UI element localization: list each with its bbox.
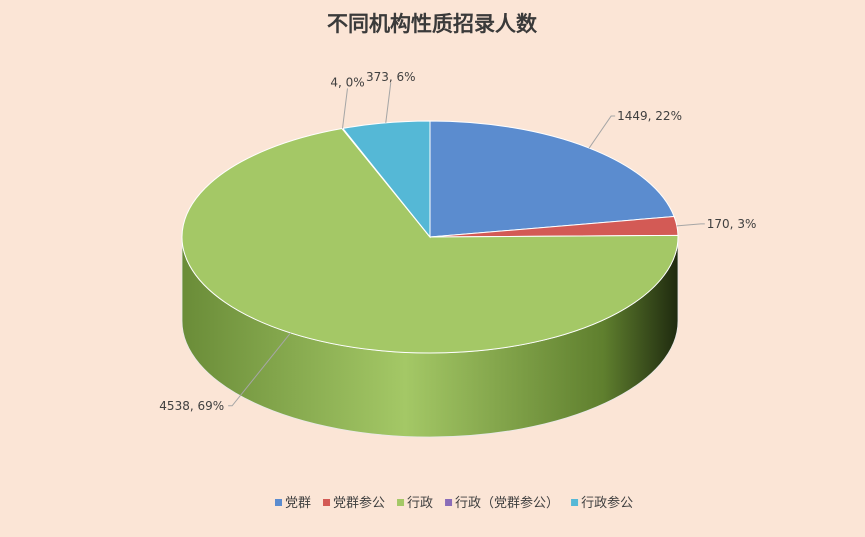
data-label: 170, 3% [707, 217, 757, 231]
label-leader-lines [228, 82, 705, 407]
leader-line [385, 82, 392, 123]
leader-line [676, 223, 705, 227]
legend: 党群 党群参公 行政 行政（党群参公） 行政参公 [275, 495, 633, 511]
data-label: 1449, 22% [617, 109, 682, 123]
pie-slice-行政参公 [342, 120, 431, 239]
legend-label: 行政参公 [581, 495, 633, 511]
pie-slice-行政 [181, 127, 679, 354]
legend-label: 党群 [285, 496, 311, 511]
legend-swatch [323, 499, 331, 506]
legend-swatch [275, 499, 282, 506]
data-label: 373, 6% [366, 70, 416, 84]
legend-swatch [445, 499, 453, 506]
leader-line [341, 88, 348, 129]
legend-swatch [571, 499, 579, 506]
legend-swatch [397, 499, 405, 506]
legend-label: 行政 [407, 496, 433, 511]
legend-label: 行政（党群参公） [455, 495, 559, 511]
pie-slice-党群 [429, 120, 675, 238]
pie-top-face [181, 120, 679, 354]
data-labels: 1449, 22% 170, 3% 4538, 69% 4, 0% 373, 6% [159, 70, 756, 413]
leader-line [228, 332, 291, 407]
leader-line [588, 115, 616, 149]
legend-label: 党群参公 [333, 495, 385, 511]
data-label: 4538, 69% [159, 399, 224, 413]
data-label: 4, 0% [330, 75, 364, 89]
chart-title: 不同机构性质招录人数 [327, 11, 538, 36]
